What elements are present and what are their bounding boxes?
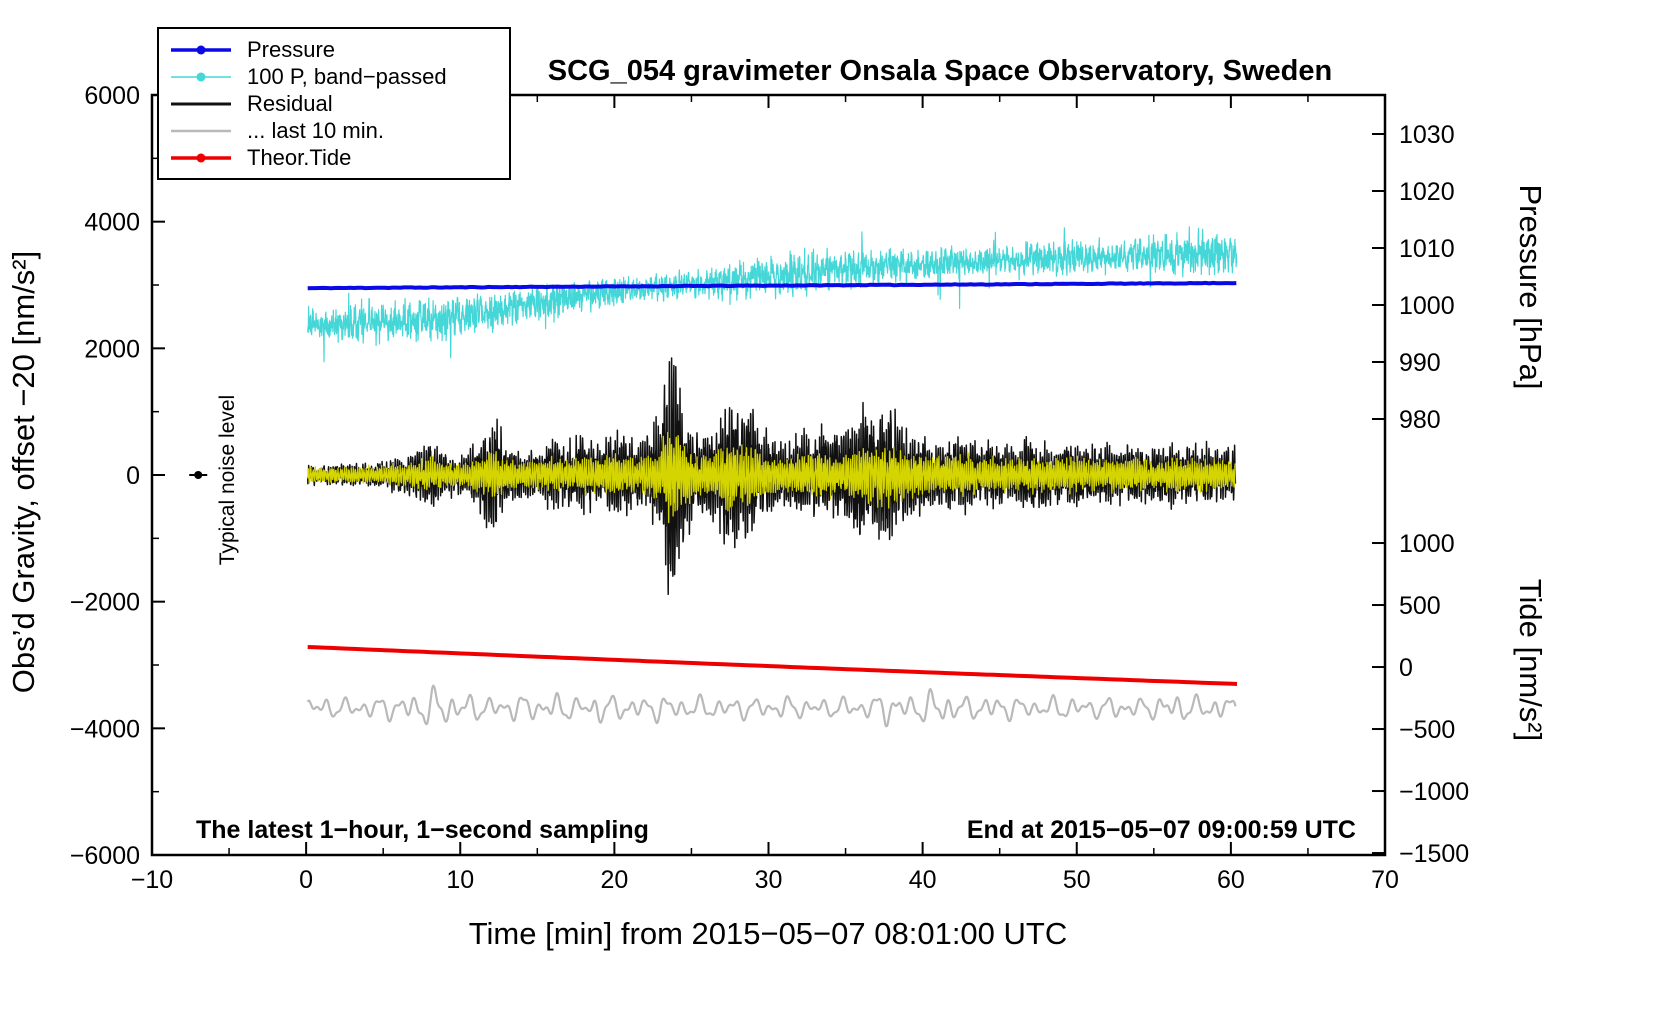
y-tick-label-pressure: 1000	[1399, 292, 1455, 320]
noise-marker-dot	[194, 471, 203, 479]
legend: Pressure 100 P, band−passed Residual ...…	[157, 27, 511, 180]
y-axis-label-gravity: Obs’d Gravity, offset −20 [nm/s²]	[6, 251, 41, 694]
y-axis-label-tide: Tide [nm/s²]	[1513, 579, 1548, 742]
legend-label: 100 P, band−passed	[247, 63, 447, 89]
y-tick-label-pressure: 1020	[1399, 178, 1455, 206]
legend-item-pressure: Pressure	[169, 36, 499, 63]
x-tick-label: 30	[755, 866, 783, 894]
legend-item-last10: ... last 10 min.	[169, 117, 499, 144]
series-layer	[306, 226, 1238, 728]
x-axis-label: Time [min] from 2015−05−07 08:01:00 UTC	[469, 916, 1068, 951]
y-tick-label-gravity: 6000	[84, 82, 140, 110]
x-tick-label: 10	[446, 866, 474, 894]
series-theor-tide	[307, 645, 1238, 686]
y-tick-label-pressure: 1030	[1399, 121, 1455, 149]
y-tick-label-pressure: 1010	[1399, 235, 1455, 263]
y-tick-label-gravity: 4000	[84, 209, 140, 237]
x-tick-label: 60	[1217, 866, 1245, 894]
x-tick-label: 50	[1063, 866, 1091, 894]
y-tick-label-gravity: −2000	[70, 589, 140, 617]
y-tick-label-tide: −1000	[1399, 778, 1469, 806]
pressure-line-sample-icon	[171, 45, 231, 54]
legend-label: Theor.Tide	[247, 144, 352, 170]
legend-item-residual: Residual	[169, 90, 499, 117]
x-tick-label: 40	[909, 866, 937, 894]
last10-line-sample-icon	[171, 129, 231, 132]
series-band-passed	[307, 226, 1238, 363]
band-passed-line-sample-icon	[171, 72, 231, 81]
y-tick-label-gravity: −4000	[70, 715, 140, 743]
legend-label: Pressure	[247, 36, 336, 62]
y-tick-label-pressure: 980	[1399, 406, 1441, 434]
y-tick-label-tide: −500	[1399, 716, 1455, 744]
legend-label: Residual	[247, 90, 333, 116]
y-tick-label-gravity: 2000	[84, 335, 140, 363]
noise-level-label: Typical noise level	[216, 395, 239, 565]
legend-label: ... last 10 min.	[247, 117, 384, 143]
y-tick-label-gravity: −6000	[70, 842, 140, 870]
residual-line-sample-icon	[171, 102, 231, 105]
end-time-note: End at 2015−05−07 09:00:59 UTC	[967, 816, 1356, 844]
sampling-note: The latest 1−hour, 1−second sampling	[196, 816, 649, 844]
x-tick-label: −10	[131, 866, 173, 894]
series-residual-band	[307, 431, 1237, 524]
y-tick-label-tide: 1000	[1399, 530, 1455, 558]
y-tick-label-pressure: 990	[1399, 349, 1441, 377]
legend-item-theor-tide: Theor.Tide	[169, 144, 499, 171]
y-tick-label-tide: −1500	[1399, 840, 1469, 868]
series-pressure	[307, 280, 1237, 291]
theor-tide-line-sample-icon	[171, 153, 231, 162]
y-tick-label-tide: 500	[1399, 592, 1441, 620]
y-tick-label-gravity: 0	[126, 462, 140, 490]
series-last10	[306, 684, 1237, 728]
legend-item-band-passed: 100 P, band−passed	[169, 63, 499, 90]
y-tick-label-tide: 0	[1399, 654, 1413, 682]
plot-frame	[150, 93, 1387, 857]
ticks-layer: −10 0 10 20 30 40 50 60 70−6000−4000−20000200040…	[70, 82, 1469, 894]
x-tick-label: 70	[1371, 866, 1399, 894]
x-tick-label: 20	[600, 866, 628, 894]
chart-title: SCG_054 gravimeter Onsala Space Observat…	[548, 55, 1332, 87]
x-tick-label: 0	[299, 866, 313, 894]
y-axis-label-pressure: Pressure [hPa]	[1513, 184, 1548, 389]
